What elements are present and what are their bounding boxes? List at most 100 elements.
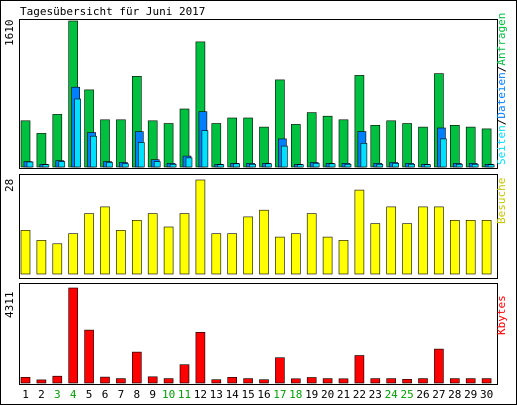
bar-seiten-day-7 <box>122 163 129 168</box>
bar-kbytes-day-4 <box>68 287 78 384</box>
panel-requests-ymax-label: 1610 <box>3 20 16 47</box>
panel-requests: 1610 Seiten/Dateien/Anfragen <box>3 13 508 169</box>
day-label-16: 16 <box>257 388 270 401</box>
bar-kbytes-day-28 <box>449 378 460 384</box>
bar-seiten-day-5 <box>90 135 97 168</box>
bar-anfragen-day-19 <box>306 112 317 168</box>
bar-anfragen-day-20 <box>322 115 333 168</box>
bar-anfragen-day-3 <box>52 114 63 168</box>
bar-besuche-day-25 <box>402 223 412 275</box>
day-label-24: 24 <box>385 388 399 401</box>
bar-besuche-day-27 <box>434 206 444 275</box>
bar-seiten-day-21 <box>344 164 352 168</box>
bar-seiten-day-17 <box>281 145 288 168</box>
bar-seiten-day-2 <box>42 164 50 168</box>
bar-seiten-day-4 <box>74 98 81 168</box>
panel-kbytes-bars <box>20 287 492 384</box>
bar-kbytes-day-6 <box>100 376 110 384</box>
bar-seiten-day-23 <box>376 164 384 168</box>
bar-besuche-day-29 <box>465 220 476 275</box>
panel-requests-legend: Seiten/Dateien/Anfragen <box>495 13 508 165</box>
panel-visits: 28 Besuche <box>3 174 508 279</box>
legend-separator: / <box>495 119 508 126</box>
bar-kbytes-day-27 <box>434 348 444 384</box>
bar-anfragen-day-18 <box>290 124 301 168</box>
bar-seiten-day-20 <box>328 163 336 168</box>
day-label-12: 12 <box>194 388 207 401</box>
bar-anfragen-day-13 <box>211 123 222 168</box>
bar-kbytes-day-8 <box>132 351 142 384</box>
day-label-25: 25 <box>400 388 413 401</box>
bar-kbytes-day-21 <box>338 378 349 384</box>
bar-anfragen-day-6 <box>100 119 110 168</box>
day-label-18: 18 <box>289 388 302 401</box>
bar-anfragen-day-10 <box>163 123 174 168</box>
bar-seiten-day-30 <box>487 164 495 168</box>
day-label-2: 2 <box>38 388 45 401</box>
day-label-28: 28 <box>448 388 461 401</box>
bar-kbytes-day-11 <box>179 364 190 384</box>
day-label-15: 15 <box>241 388 254 401</box>
panel-requests-bars <box>20 20 495 168</box>
panel-kbytes-frame <box>19 283 498 385</box>
bar-kbytes-day-3 <box>52 375 63 384</box>
day-label-29: 29 <box>464 388 477 401</box>
day-label-7: 7 <box>118 388 125 401</box>
bar-kbytes-day-15 <box>243 378 253 384</box>
legend-besuche: Besuche <box>495 178 508 224</box>
bar-besuche-day-11 <box>179 213 190 275</box>
bar-kbytes-day-22 <box>354 355 365 384</box>
bar-anfragen-day-28 <box>449 125 460 168</box>
bar-besuche-day-24 <box>386 206 397 275</box>
bar-seiten-day-25 <box>408 164 415 168</box>
bar-kbytes-day-5 <box>84 329 94 384</box>
bar-seiten-day-1 <box>26 161 34 168</box>
day-label-5: 5 <box>86 388 93 401</box>
bar-seiten-day-18 <box>296 164 304 168</box>
legend-kbytes: Kbytes <box>495 295 508 335</box>
bar-kbytes-day-12 <box>195 331 206 384</box>
bar-seiten-day-19 <box>312 163 320 168</box>
bar-besuche-day-15 <box>243 216 253 275</box>
day-label-30: 30 <box>480 388 493 401</box>
bar-besuche-day-28 <box>449 220 460 275</box>
day-label-6: 6 <box>102 388 109 401</box>
bar-kbytes-day-29 <box>465 378 476 384</box>
bar-besuche-day-9 <box>147 213 158 275</box>
day-label-19: 19 <box>305 388 318 401</box>
legend-separator: / <box>495 66 508 73</box>
bar-besuche-day-30 <box>481 220 492 275</box>
bar-kbytes-day-13 <box>211 379 222 384</box>
bar-besuche-day-5 <box>84 213 94 275</box>
bar-seiten-day-22 <box>360 143 368 168</box>
bar-anfragen-day-23 <box>370 125 381 168</box>
bar-seiten-day-13 <box>217 164 225 168</box>
day-label-8: 8 <box>133 388 140 401</box>
bar-kbytes-day-20 <box>322 378 333 384</box>
bar-kbytes-day-26 <box>418 378 428 384</box>
bar-seiten-day-24 <box>392 163 400 168</box>
bar-anfragen-day-26 <box>418 126 428 168</box>
bar-besuche-day-26 <box>418 206 428 275</box>
day-label-13: 13 <box>210 388 223 401</box>
legend-seiten: Seiten <box>495 125 508 165</box>
day-label-14: 14 <box>226 388 240 401</box>
bar-kbytes-day-2 <box>36 379 47 384</box>
bar-seiten-day-8 <box>138 142 145 168</box>
panel-visits-ymax-label: 28 <box>3 179 16 192</box>
bar-kbytes-day-1 <box>20 376 31 384</box>
day-label-17: 17 <box>273 388 286 401</box>
bar-anfragen-day-14 <box>227 117 237 168</box>
bar-besuche-day-20 <box>322 236 333 275</box>
bar-besuche-day-22 <box>354 189 365 275</box>
day-label-22: 22 <box>353 388 366 401</box>
bar-seiten-day-3 <box>58 161 66 168</box>
bar-seiten-day-29 <box>471 164 479 168</box>
bar-anfragen-day-7 <box>116 119 126 168</box>
bar-kbytes-day-17 <box>275 357 285 384</box>
bar-besuche-day-19 <box>306 213 317 275</box>
bar-besuche-day-16 <box>259 209 269 275</box>
panel-kbytes-ymax-label: 4311 <box>3 292 16 319</box>
bar-kbytes-day-14 <box>227 376 237 384</box>
bar-besuche-day-6 <box>100 206 110 275</box>
